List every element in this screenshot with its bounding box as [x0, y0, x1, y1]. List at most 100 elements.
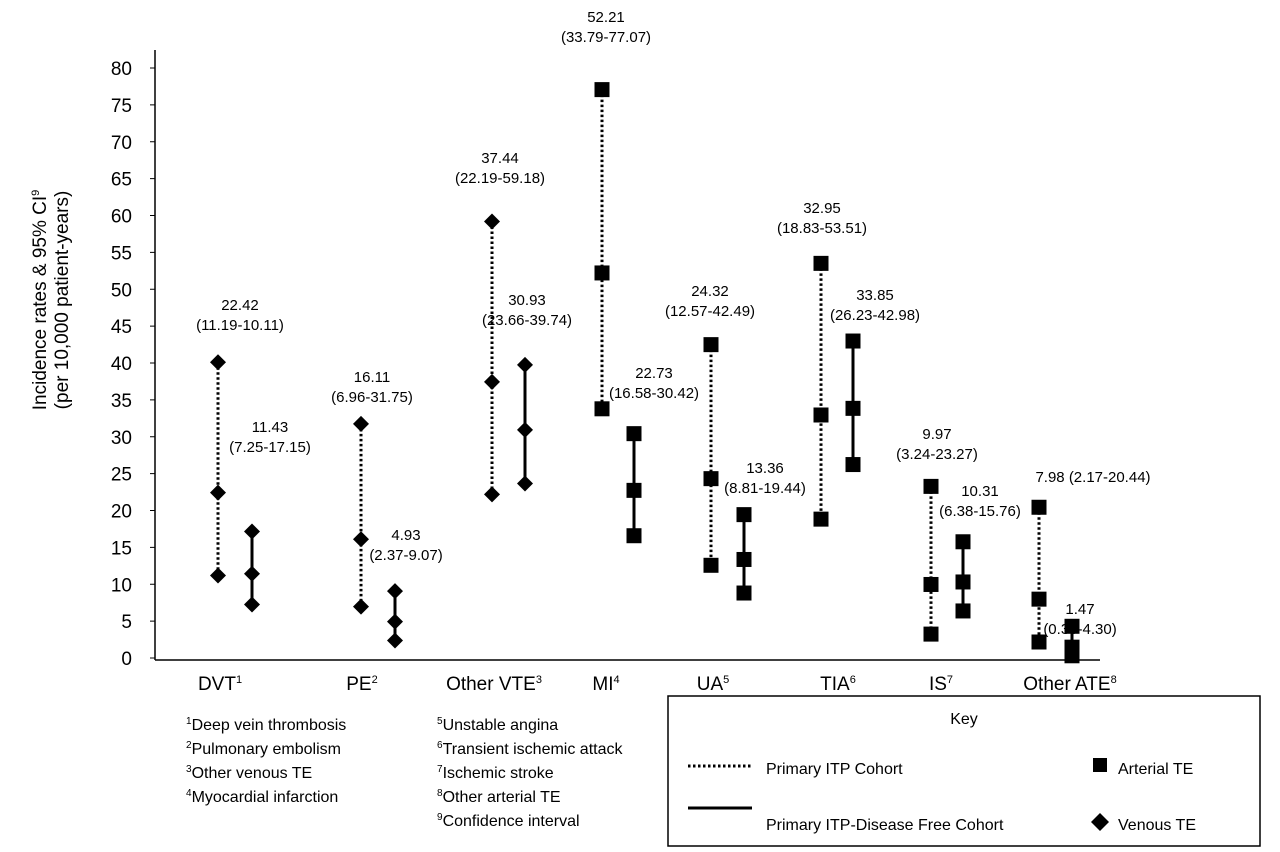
footnote-item: 3Other venous TE [186, 764, 312, 782]
free-rate-marker [517, 421, 533, 438]
category-label: PE2 [346, 674, 377, 695]
free-rate-marker [845, 400, 861, 416]
svg-text:(per 10,000 patient-years): (per 10,000 patient-years) [52, 191, 73, 410]
y-axis-ticks: 0 5 10 15 20 25 30 35 40 45 50 55 60 65 70 75 80 [111, 59, 155, 670]
free-rate-label: 1.47 [1065, 601, 1094, 618]
itp-rate-marker [1031, 591, 1047, 607]
free-rate-marker [244, 565, 260, 582]
free-lower-marker [244, 596, 260, 613]
itp-ci-label: (22.19-59.18) [455, 170, 545, 187]
free-upper-marker [845, 333, 861, 349]
free-lower-marker [1064, 648, 1080, 664]
free-rate-label: 4.93 [391, 527, 420, 544]
free-ci-label: (26.23-42.98) [830, 307, 920, 324]
y-tick-label: 75 [111, 96, 132, 117]
itp-lower-marker [594, 401, 610, 417]
y-tick-label: 25 [111, 465, 132, 486]
y-tick-label: 45 [111, 317, 132, 338]
y-tick-label: 80 [111, 59, 132, 80]
itp-rate-label: 32.95 [803, 200, 841, 217]
itp-upper-marker [1031, 499, 1047, 515]
legend-box [667, 695, 1261, 847]
footnote-item: 2Pulmonary embolism [186, 740, 341, 758]
free-rate-marker [736, 551, 752, 567]
itp-rate-label: 24.32 [691, 283, 729, 300]
y-tick-label: 20 [111, 502, 132, 523]
itp-rate-marker [594, 265, 610, 281]
footnote-item: 8Other arterial TE [437, 788, 561, 806]
category-label: Other ATE8 [1023, 674, 1116, 695]
free-upper-marker [626, 426, 642, 442]
footnote-item: 1Deep vein thrombosis [186, 716, 346, 734]
itp-rate-label: 37.44 [481, 150, 519, 167]
legend-key: Key Primary ITP Cohort Primary ITP-Disea… [667, 695, 1261, 847]
svg-text:Incidence rates & 95% CI9: Incidence rates & 95% CI9 [30, 190, 51, 411]
free-upper-marker [736, 507, 752, 523]
y-tick-label: 15 [111, 538, 132, 559]
itp-upper-marker [923, 478, 939, 494]
itp-upper-marker [813, 255, 829, 271]
itp-rate-marker [484, 373, 500, 390]
free-ci-label: (16.58-30.42) [609, 385, 699, 402]
legend-venous: Venous TE [1118, 817, 1196, 834]
free-rate-label: 33.85 [856, 287, 894, 304]
category-labels: DVT1 PE2 Other VTE3 MI4 UA5 TIA6 IS7 Other ATE8 [198, 674, 1117, 695]
free-lower-marker [626, 528, 642, 544]
legend-square-icon [1093, 758, 1107, 772]
free-ci-label: (0.30-4.30) [1043, 621, 1116, 638]
free-rate-label: 11.43 [252, 419, 288, 436]
itp-upper-marker [484, 213, 500, 230]
free-upper-marker [387, 583, 403, 600]
itp-ci-label: (11.19-10.11) [196, 317, 284, 334]
itp-ci-label: (3.24-23.27) [896, 446, 978, 463]
footnote-item: 7Ischemic stroke [437, 764, 554, 782]
free-rate-marker [387, 613, 403, 630]
itp-rate-label: 16.11 [354, 369, 390, 386]
category-label: UA5 [697, 674, 730, 695]
itp-upper-marker [353, 415, 369, 432]
y-axis-title: Incidence rates & 95% CI9 (per 10,000 pa… [30, 190, 73, 411]
y-tick-label: 70 [111, 133, 132, 154]
footnote-item: 4Myocardial infarction [186, 788, 338, 806]
itp-rate-label: 7.98 (2.17-20.44) [1035, 469, 1150, 486]
legend-arterial: Arterial TE [1118, 761, 1193, 778]
itp-upper-marker [594, 82, 610, 98]
y-tick-label: 10 [111, 575, 132, 596]
itp-rate-marker [353, 531, 369, 548]
free-upper-marker [955, 534, 971, 550]
itp-lower-marker [703, 557, 719, 573]
free-rate-label: 13.36 [746, 460, 784, 477]
itp-rate-label: 22.42 [221, 297, 259, 314]
itp-lower-marker [353, 598, 369, 615]
itp-lower-marker [813, 511, 829, 527]
itp-lower-marker [210, 567, 226, 584]
data-labels: 22.42 (11.19-10.11) 11.43 (7.25-17.15) 16.11… [196, 9, 1150, 638]
footnotes-right: 5Unstable angina 6Transient ischemic atta… [437, 716, 623, 830]
free-ci-label: (7.25-17.15) [229, 439, 311, 456]
y-tick-label: 60 [111, 207, 132, 228]
itp-ci-label: (6.96-31.75) [331, 389, 413, 406]
category-label: IS7 [929, 674, 953, 695]
itp-lower-marker [923, 626, 939, 642]
free-lower-marker [955, 603, 971, 619]
free-rate-label: 10.31 [961, 483, 999, 500]
itp-rate-marker [813, 407, 829, 423]
y-tick-label: 40 [111, 354, 132, 375]
itp-upper-marker [703, 337, 719, 353]
legend-itp-cohort: Primary ITP Cohort [766, 761, 903, 778]
itp-rate-marker [703, 471, 719, 487]
y-tick-label: 65 [111, 170, 132, 191]
footnotes-left: 1Deep vein thrombosis 2Pulmonary embolism… [186, 716, 346, 806]
free-rate-label: 30.93 [508, 292, 546, 309]
free-ci-label: (8.81-19.44) [724, 480, 806, 497]
footnote-item: 9Confidence interval [437, 812, 580, 830]
legend-title: Key [950, 711, 978, 728]
itp-lower-marker [484, 486, 500, 503]
itp-ci-label: (33.79-77.07) [561, 29, 651, 46]
itp-rate-label: 52.21 [587, 9, 625, 26]
free-lower-marker [387, 632, 403, 649]
y-tick-label: 55 [111, 243, 132, 264]
category-label: MI4 [592, 674, 619, 695]
free-lower-marker [517, 475, 533, 492]
